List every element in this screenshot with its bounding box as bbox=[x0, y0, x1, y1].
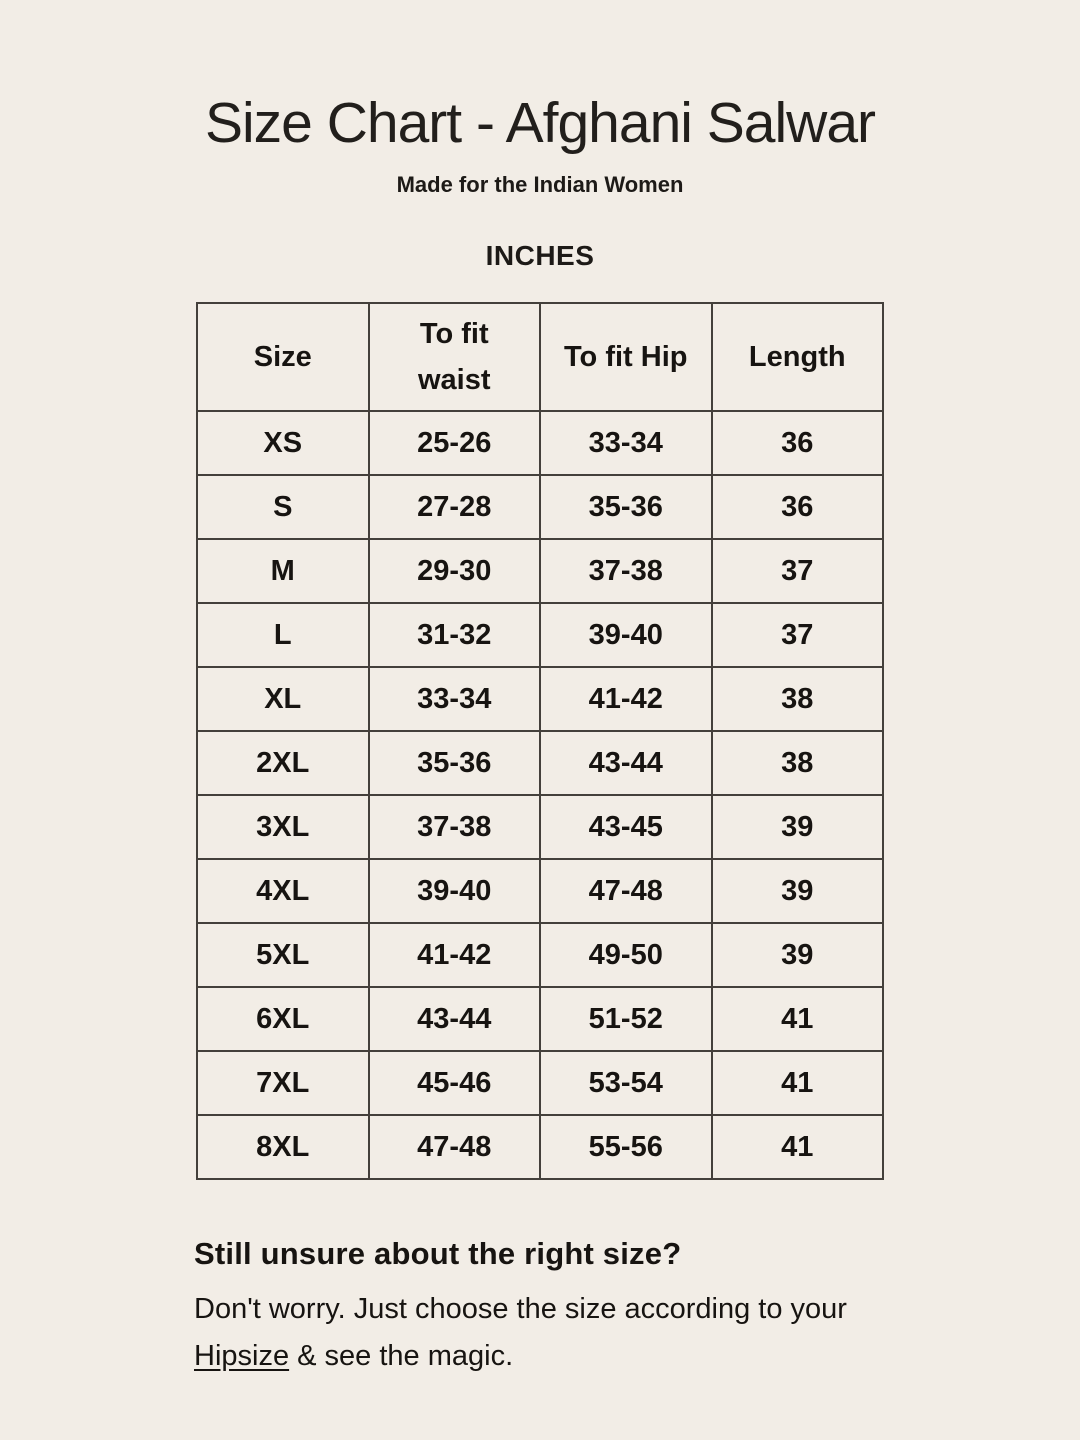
measurement-cell: 29-30 bbox=[367, 538, 541, 604]
measurement-cell: 41-42 bbox=[367, 922, 541, 988]
measurement-cell: 36 bbox=[710, 410, 884, 476]
table-row: S 27-28 35-36 36 bbox=[196, 474, 884, 540]
table-row: 2XL 35-36 43-44 38 bbox=[196, 730, 884, 796]
measurement-cell: 37-38 bbox=[539, 538, 713, 604]
measurement-cell: 37 bbox=[710, 538, 884, 604]
column-header-length: Length bbox=[710, 302, 884, 412]
measurement-cell: 37-38 bbox=[367, 794, 541, 860]
table-row: 8XL 47-48 55-56 41 bbox=[196, 1114, 884, 1180]
measurement-cell: 41 bbox=[710, 986, 884, 1052]
size-cell: 4XL bbox=[196, 858, 370, 924]
measurement-cell: 38 bbox=[710, 730, 884, 796]
size-chart-table: Size To fit waist To fit Hip Length XS 25… bbox=[196, 302, 884, 1180]
measurement-cell: 43-45 bbox=[539, 794, 713, 860]
size-cell: 3XL bbox=[196, 794, 370, 860]
measurement-cell: 31-32 bbox=[367, 602, 541, 668]
footer-heading: Still unsure about the right size? bbox=[194, 1236, 682, 1271]
measurement-cell: 47-48 bbox=[367, 1114, 541, 1180]
measurement-cell: 45-46 bbox=[367, 1050, 541, 1116]
measurement-cell: 43-44 bbox=[367, 986, 541, 1052]
footer-text: Don't worry. Just choose the size accord… bbox=[194, 1286, 1080, 1380]
measurement-cell: 41 bbox=[710, 1114, 884, 1180]
measurement-cell: 53-54 bbox=[539, 1050, 713, 1116]
table-row: XS 25-26 33-34 36 bbox=[196, 410, 884, 476]
size-cell: 5XL bbox=[196, 922, 370, 988]
table-row: 6XL 43-44 51-52 41 bbox=[196, 986, 884, 1052]
measurement-cell: 39-40 bbox=[539, 602, 713, 668]
footer-note: Still unsure about the right size? Don't… bbox=[0, 1236, 1080, 1380]
table-head: Size To fit waist To fit Hip Length bbox=[196, 302, 884, 412]
unit-label: INCHES bbox=[485, 240, 595, 271]
column-header-size: Size bbox=[196, 302, 370, 412]
footer-line2-rest: & see the magic. bbox=[289, 1339, 514, 1372]
measurement-cell: 47-48 bbox=[539, 858, 713, 924]
measurement-cell: 43-44 bbox=[539, 730, 713, 796]
measurement-cell: 25-26 bbox=[367, 410, 541, 476]
measurement-cell: 35-36 bbox=[367, 730, 541, 796]
table-row: XL 33-34 41-42 38 bbox=[196, 666, 884, 732]
table-header-row: Size To fit waist To fit Hip Length bbox=[196, 302, 884, 412]
table-row: 7XL 45-46 53-54 41 bbox=[196, 1050, 884, 1116]
measurement-cell: 39 bbox=[710, 922, 884, 988]
size-cell: XL bbox=[196, 666, 370, 732]
size-cell: 6XL bbox=[196, 986, 370, 1052]
measurement-cell: 39-40 bbox=[367, 858, 541, 924]
size-cell: S bbox=[196, 474, 370, 540]
column-header-waist: To fit waist bbox=[367, 302, 541, 412]
measurement-cell: 39 bbox=[710, 858, 884, 924]
measurement-cell: 33-34 bbox=[367, 666, 541, 732]
measurement-cell: 41-42 bbox=[539, 666, 713, 732]
size-cell: L bbox=[196, 602, 370, 668]
table-row: 5XL 41-42 49-50 39 bbox=[196, 922, 884, 988]
page-title: Size Chart - Afghani Salwar bbox=[205, 91, 876, 155]
measurement-cell: 33-34 bbox=[539, 410, 713, 476]
table-row: 4XL 39-40 47-48 39 bbox=[196, 858, 884, 924]
size-cell: 2XL bbox=[196, 730, 370, 796]
footer-line1: Don't worry. Just choose the size accord… bbox=[194, 1293, 847, 1325]
measurement-cell: 49-50 bbox=[539, 922, 713, 988]
measurement-cell: 35-36 bbox=[539, 474, 713, 540]
size-cell: 7XL bbox=[196, 1050, 370, 1116]
table-body: XS 25-26 33-34 36 S 27-28 35-36 36 M 29-30 37-38 37… bbox=[196, 410, 884, 1180]
measurement-cell: 37 bbox=[710, 602, 884, 668]
measurement-cell: 27-28 bbox=[367, 474, 541, 540]
measurement-cell: 39 bbox=[710, 794, 884, 860]
size-cell: 8XL bbox=[196, 1114, 370, 1180]
table-row: M 29-30 37-38 37 bbox=[196, 538, 884, 604]
measurement-cell: 51-52 bbox=[539, 986, 713, 1052]
measurement-cell: 55-56 bbox=[539, 1114, 713, 1180]
column-header-hip: To fit Hip bbox=[539, 302, 713, 412]
hipsize-link[interactable]: Hipsize bbox=[194, 1339, 290, 1372]
measurement-cell: 38 bbox=[710, 666, 884, 732]
measurement-cell: 36 bbox=[710, 474, 884, 540]
table-row: 3XL 37-38 43-45 39 bbox=[196, 794, 884, 860]
measurement-cell: 41 bbox=[710, 1050, 884, 1116]
table-row: L 31-32 39-40 37 bbox=[196, 602, 884, 668]
size-cell: XS bbox=[196, 410, 370, 476]
size-cell: M bbox=[196, 538, 370, 604]
page-subtitle: Made for the Indian Women bbox=[396, 172, 684, 197]
